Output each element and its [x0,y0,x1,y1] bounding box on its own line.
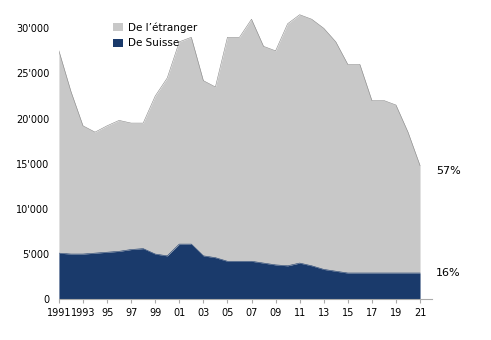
Legend: De l’étranger, De Suisse: De l’étranger, De Suisse [109,18,201,52]
Text: 16%: 16% [436,268,461,278]
Text: 57%: 57% [436,166,461,176]
